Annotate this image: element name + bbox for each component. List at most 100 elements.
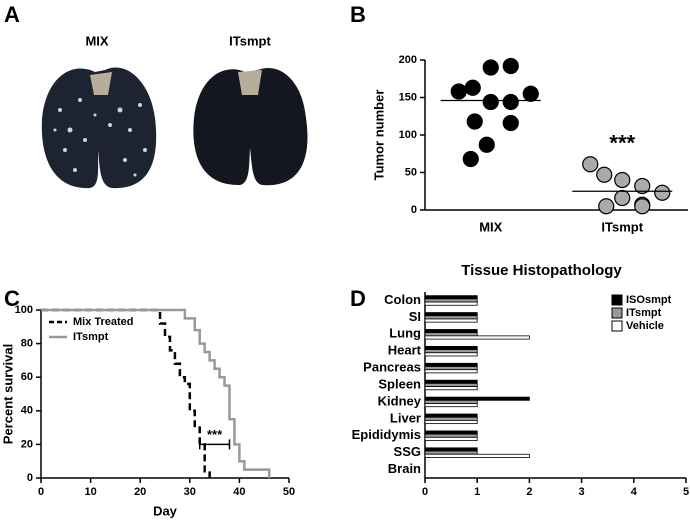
x-axis-label: Day [153, 503, 178, 518]
bar [424, 450, 478, 455]
x-tick-label: 2 [526, 486, 532, 498]
y-tick-label: 0 [411, 204, 417, 216]
bar [424, 399, 478, 404]
annotation-bracket [198, 439, 231, 450]
x-tick-label: 3 [579, 486, 585, 498]
bar [424, 433, 478, 438]
legend-label: Mix Treated [73, 316, 134, 328]
x-tick-label: 10 [84, 486, 96, 498]
survival-line [41, 308, 271, 478]
legend-swatch [611, 320, 623, 332]
y-axis-label: Percent survival [0, 344, 15, 444]
y-tick-label: SI [409, 309, 421, 324]
legend-label: ITsmpt [73, 331, 109, 343]
y-tick-label: 60 [21, 371, 33, 383]
y-tick-label: 200 [399, 54, 417, 66]
bar [424, 403, 478, 408]
bar [424, 379, 478, 384]
survival-line [41, 308, 211, 478]
data-point [482, 59, 499, 76]
bar [424, 315, 478, 320]
trachea [90, 72, 112, 95]
bar [424, 318, 478, 323]
x-tick-label: 20 [134, 486, 146, 498]
x-tick-label: 0 [38, 486, 44, 498]
y-tick-label: SSG [394, 444, 421, 459]
y-tick-label: 150 [399, 91, 417, 103]
bar [424, 349, 478, 354]
data-point [596, 166, 613, 183]
y-tick-label: 50 [405, 166, 417, 178]
legend-label: Vehicle [626, 320, 664, 332]
legend-label: ITsmpt [626, 307, 662, 319]
image-caption: ITsmpt [229, 33, 271, 48]
bar [424, 335, 530, 340]
lung-mix [41, 67, 157, 189]
data-point [598, 198, 615, 215]
bar [424, 362, 478, 367]
bar [424, 420, 478, 425]
y-tick-label: Pancreas [363, 360, 421, 375]
y-tick-label: 20 [21, 438, 33, 450]
data-point [478, 136, 495, 153]
lung-itsmpt [193, 68, 308, 186]
data-point [582, 156, 599, 173]
x-tick-label: 0 [422, 486, 428, 498]
y-tick-label: Epididymis [352, 427, 421, 442]
bar [424, 447, 478, 452]
y-tick-label: 0 [27, 472, 33, 484]
bar [424, 413, 478, 418]
y-tick-label: Colon [384, 292, 421, 307]
bar [424, 352, 478, 357]
bar [424, 453, 530, 458]
y-tick-label: 40 [21, 405, 33, 417]
data-point [466, 113, 483, 130]
y-tick-label: Kidney [378, 393, 422, 408]
panel-label: C [4, 286, 20, 311]
data-point [614, 189, 631, 207]
legend-swatch [611, 307, 623, 319]
data-point [482, 93, 499, 111]
data-point [634, 198, 651, 215]
y-tick-label: Liver [390, 410, 421, 425]
x-tick-label: 30 [184, 486, 196, 498]
y-tick-label: 80 [21, 338, 33, 350]
bar [424, 436, 478, 441]
nodules [53, 98, 147, 177]
x-tick-label: 1 [474, 486, 480, 498]
data-point [462, 150, 479, 168]
bar [424, 301, 478, 306]
x-tick-label: MIX [479, 219, 502, 234]
bar [424, 332, 478, 337]
data-point [502, 93, 519, 111]
bar [424, 416, 478, 421]
panel-label: B [350, 2, 366, 27]
data-point [450, 83, 467, 100]
y-tick-label: Lung [389, 326, 421, 341]
x-tick-label: 40 [233, 486, 245, 498]
bar [424, 386, 478, 391]
x-tick-label: ITsmpt [601, 219, 643, 234]
bar [424, 329, 478, 334]
annotation: *** [609, 131, 635, 156]
data-point [634, 177, 651, 195]
panel-label: D [350, 286, 366, 311]
chart-title: Tissue Histopathology [461, 262, 622, 279]
data-point [522, 85, 539, 102]
lung-images [41, 67, 308, 189]
y-tick-label: Heart [388, 343, 422, 358]
legend-label: ISOsmpt [626, 294, 672, 306]
image-caption: MIX [85, 33, 108, 48]
bar [424, 366, 478, 371]
x-tick-label: 5 [683, 486, 689, 498]
y-tick-label: Spleen [378, 376, 421, 391]
legend-swatch [611, 294, 623, 306]
data-point [502, 114, 519, 132]
bar [424, 396, 530, 401]
bar [424, 369, 478, 374]
bar [424, 295, 478, 300]
data-point [654, 184, 671, 201]
bar [424, 298, 478, 303]
data-point [614, 171, 631, 189]
